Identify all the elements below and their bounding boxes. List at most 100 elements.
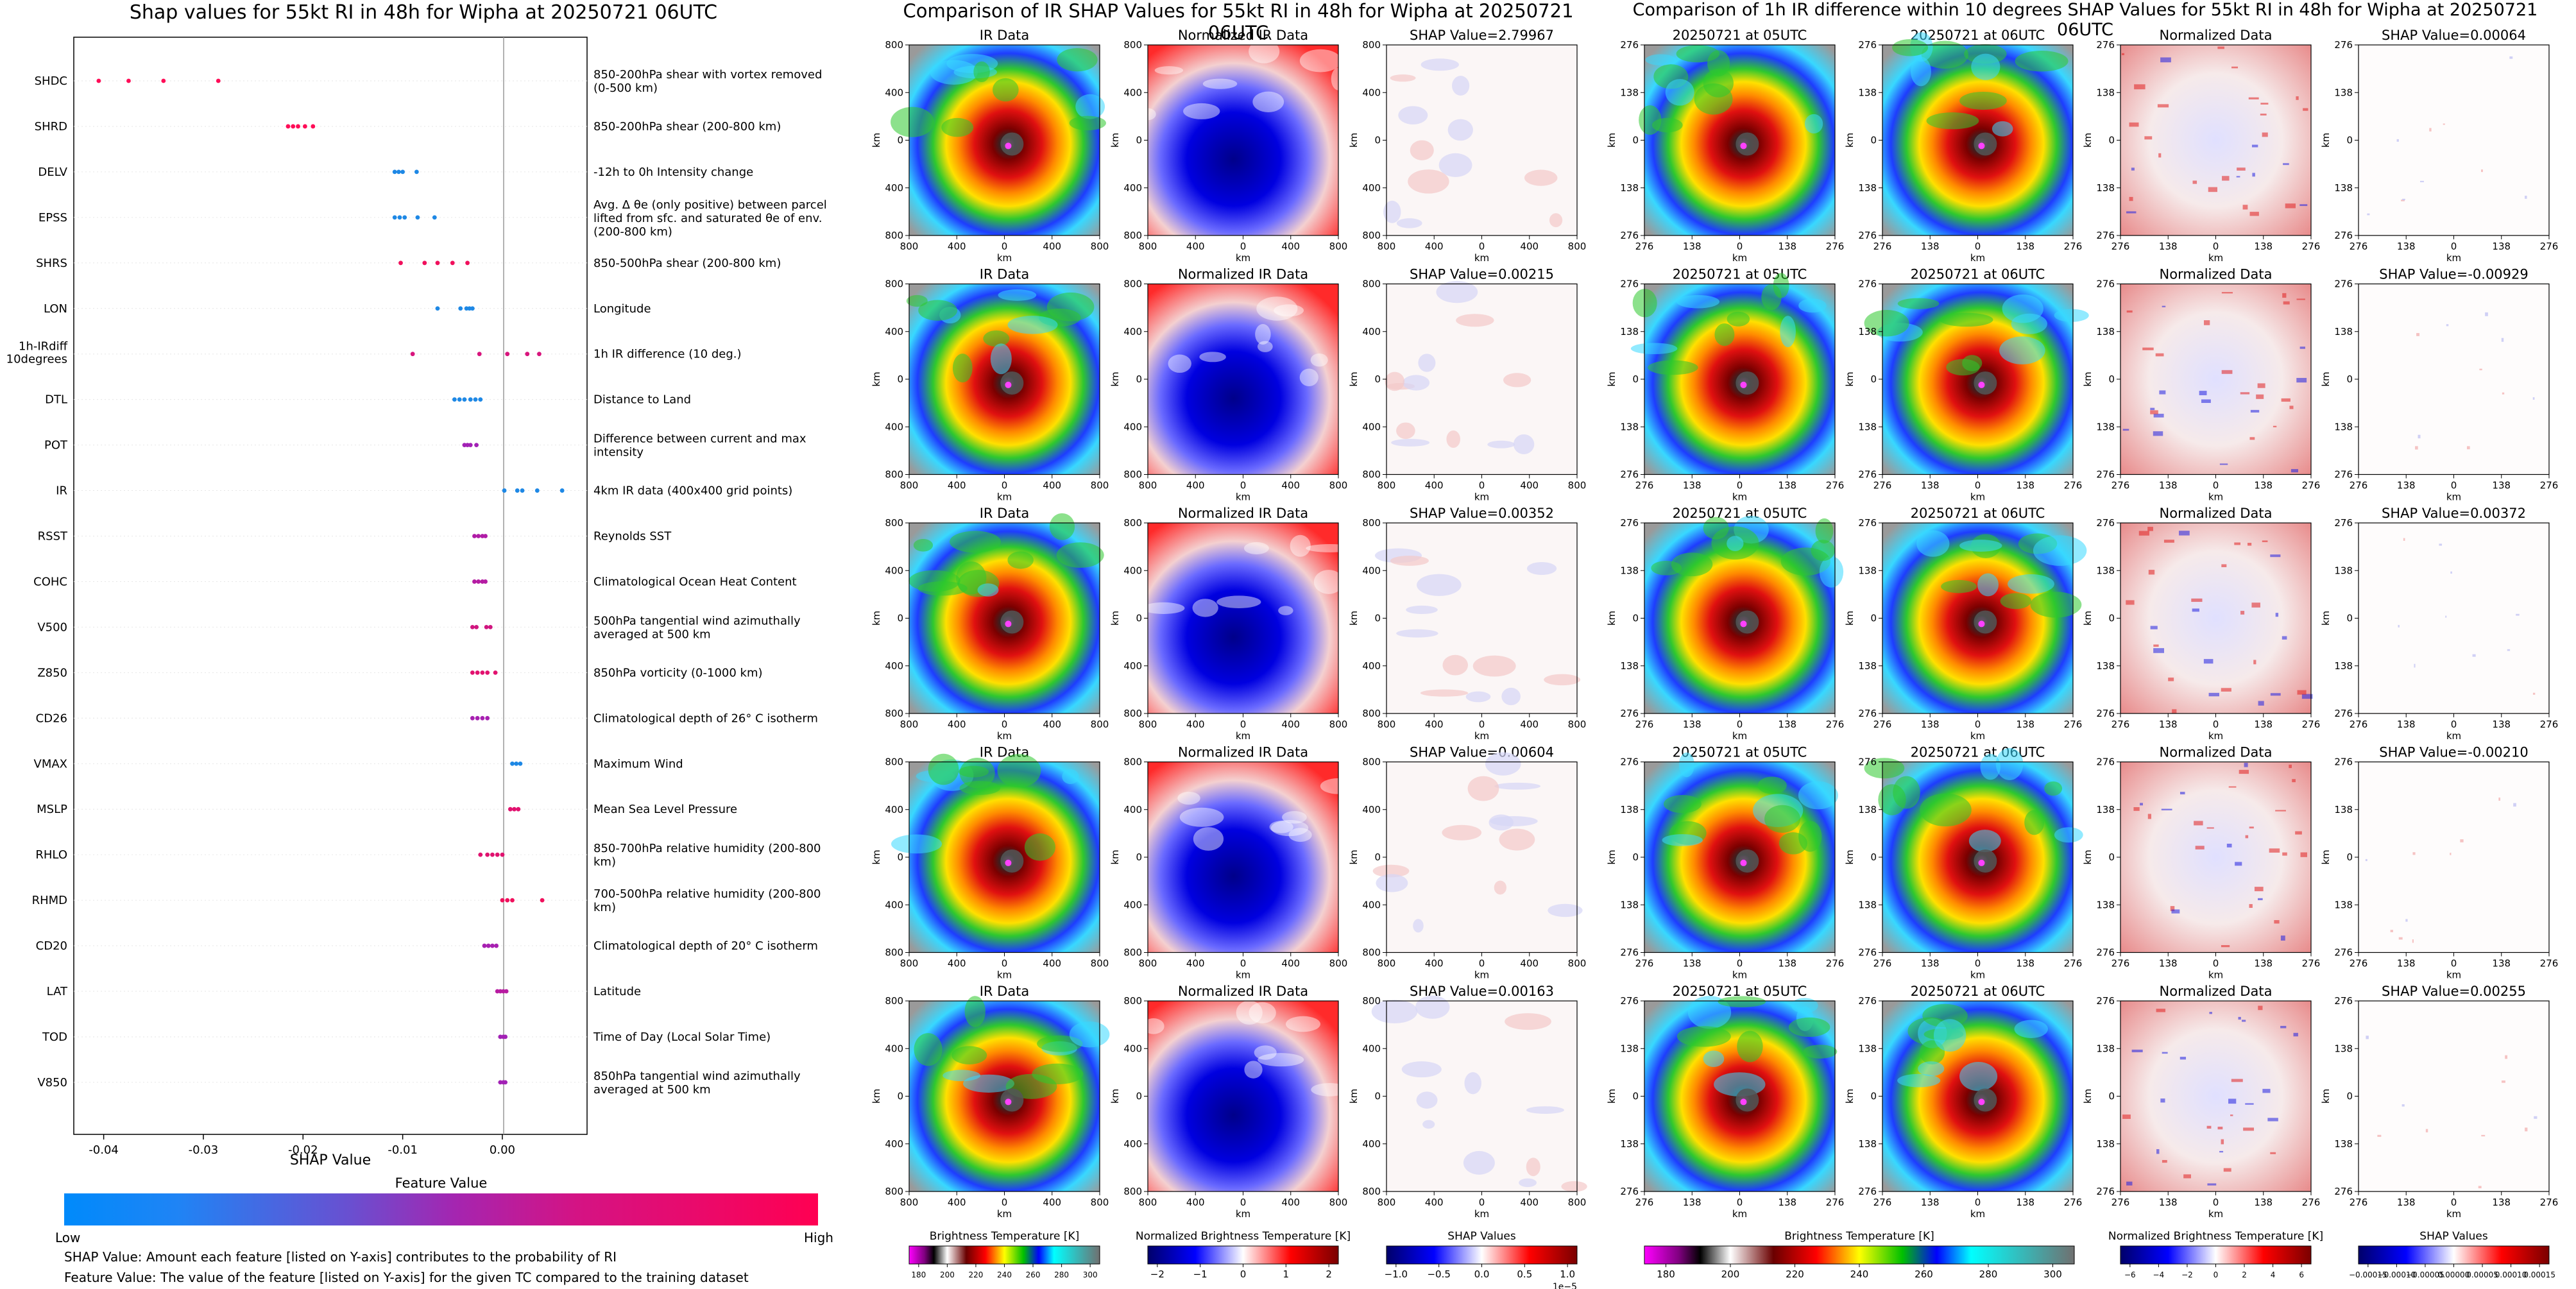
x-tick-label: 0	[2213, 719, 2219, 730]
x-tick-label: 138	[2397, 241, 2416, 252]
feature-code-label: V850	[37, 1076, 67, 1089]
x-axis-label: km	[997, 730, 1012, 742]
feature-description: Latitude	[593, 985, 641, 998]
cloud-patch	[2054, 827, 2083, 843]
y-tick-label: 276	[1858, 756, 1877, 768]
x-tick-label: 138	[1683, 958, 1702, 969]
diff-speck	[2296, 96, 2299, 100]
shap-patch	[1376, 874, 1408, 892]
x-tick-label: 138	[2016, 719, 2034, 730]
shap-patch	[1396, 629, 1438, 638]
diff-speck	[2258, 701, 2264, 706]
x-tick-label: 800	[1329, 1197, 1348, 1208]
x-tick-label: 800	[1139, 958, 1157, 969]
y-tick-label: 400	[1123, 660, 1142, 672]
cloud-patch	[1257, 341, 1273, 352]
cloud-patch	[1285, 1016, 1321, 1032]
shap-speck	[2534, 1116, 2538, 1119]
cloud-patch	[1269, 821, 1293, 833]
diff-speck	[2301, 694, 2313, 699]
y-tick-label: 0	[1136, 135, 1142, 146]
y-tick-label: 276	[1858, 39, 1877, 51]
y-tick-label: 400	[1123, 1138, 1142, 1150]
x-tick-label: 0	[1002, 1197, 1008, 1208]
y-tick-label: 400	[885, 660, 903, 672]
eye-region	[1736, 849, 1759, 873]
shap-point	[464, 306, 469, 311]
colorbar-tick-label: −2	[1150, 1268, 1164, 1280]
shap-speck	[2439, 543, 2443, 546]
feature-row: SHRD 850-200hPa shear (200-800 km)	[35, 120, 781, 133]
diff-speck	[2251, 144, 2258, 148]
cloud-patch	[1864, 310, 1909, 337]
diff-speck	[2206, 827, 2214, 829]
y-tick-label: 800	[1362, 278, 1381, 290]
shap-patch	[1472, 655, 1516, 677]
shap-point	[534, 488, 540, 493]
irdiff-panel: SHAP Value=0.003722762761381380013813827…	[2320, 506, 2558, 742]
shap-speck	[2414, 663, 2416, 668]
x-tick-label: 276	[2111, 1197, 2130, 1208]
x-tick-label: 0	[1975, 1197, 1981, 1208]
shap-image	[2358, 523, 2549, 713]
cloud-patch	[1933, 1019, 1966, 1052]
x-tick-label: 276	[2540, 241, 2559, 252]
cloud-patch	[1803, 1045, 1838, 1059]
x-tick-label: 138	[2159, 1197, 2178, 1208]
diff-speck	[2192, 180, 2197, 184]
x-tick-label: 0	[1479, 1197, 1485, 1208]
diff-speck	[2158, 153, 2162, 158]
feature-row: IR 4km IR data (400x400 grid points)	[56, 484, 792, 498]
y-tick-label: 276	[2334, 39, 2353, 51]
irdiff-panel: Normalized Data2762761381380013813827627…	[2082, 267, 2320, 503]
shap-patch	[1398, 106, 1428, 124]
colorbar-tick-label: 2	[1326, 1268, 1332, 1280]
shap-speck	[2450, 571, 2452, 574]
y-tick-label: 0	[2346, 135, 2353, 146]
x-axis-label: km	[2446, 1208, 2461, 1220]
diff-speck	[2142, 347, 2154, 350]
cloud-patch	[1199, 352, 1226, 363]
cloud-patch	[2044, 781, 2063, 796]
y-axis-label: km	[2320, 1089, 2332, 1104]
panel-title: Normalized IR Data	[1178, 267, 1308, 282]
colorbar-low-label: Low	[55, 1230, 81, 1245]
feature-row: V850 850hPa tangential wind azimuthally av…	[37, 1070, 801, 1097]
shap-point	[485, 852, 490, 857]
eye-region	[1974, 849, 1997, 873]
feature-row: COHC Climatological Ocean Heat Content	[33, 575, 796, 588]
x-tick-label: 138	[1921, 480, 1940, 491]
x-axis-label: km	[2208, 730, 2223, 742]
shap-speck	[2446, 324, 2449, 327]
cloud-patch	[1007, 316, 1058, 334]
shap-point	[291, 124, 296, 129]
panel-title: 20250721 at 05UTC	[1673, 28, 1807, 43]
shap-patch	[1396, 422, 1415, 440]
colorbar-gradient	[1147, 1245, 1339, 1265]
y-tick-label: 0	[1632, 613, 1639, 624]
diff-speck	[2250, 409, 2260, 413]
irdiff-panel: Normalized Data2762761381380013813827627…	[2082, 745, 2320, 981]
feature-description: 850-700hPa relative humidity (200-800 km)	[593, 842, 821, 869]
shap-point	[458, 306, 463, 311]
cloud-patch	[906, 295, 928, 307]
feature-row: CD20 Climatological depth of 20° C isothe…	[36, 939, 818, 953]
y-tick-label: 400	[1123, 1043, 1142, 1054]
colorbar-tick-label: 280	[1054, 1270, 1069, 1279]
y-axis-label: km	[871, 611, 882, 626]
cloud-patch	[891, 107, 934, 137]
cloud-patch	[1921, 40, 1968, 69]
y-tick-label: 138	[2096, 1138, 2115, 1150]
y-tick-label: 0	[2346, 851, 2353, 863]
eye-region	[1974, 371, 1997, 395]
diff-speck	[2206, 1125, 2212, 1129]
feature-description: Difference between current and max intens…	[593, 432, 806, 459]
storm-center	[1978, 381, 1985, 388]
shap-point	[485, 715, 490, 721]
colorbar-gradient	[2120, 1245, 2312, 1265]
diff-speck	[2252, 173, 2255, 177]
diff-speck	[2179, 531, 2190, 536]
y-tick-label: 276	[1858, 278, 1877, 290]
shap-patch	[1408, 169, 1449, 194]
panel-title: Normalized Data	[2160, 267, 2273, 282]
